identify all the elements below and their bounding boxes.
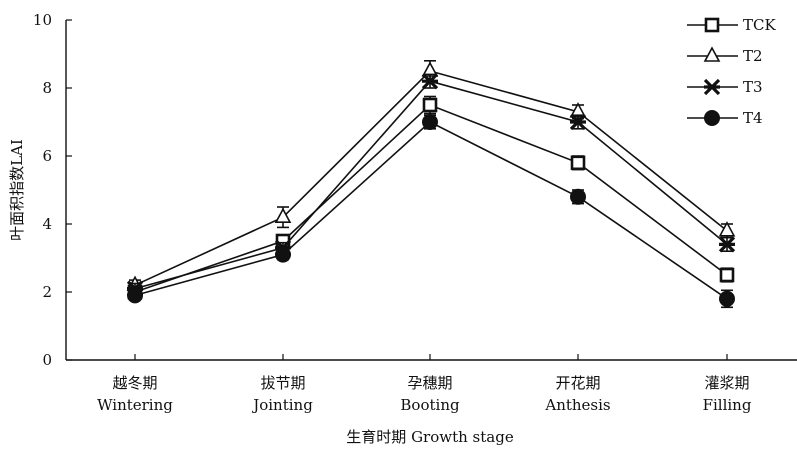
legend-label-t3: T3	[743, 78, 763, 96]
x-axis-title: 生育时期 Growth stage	[346, 428, 514, 446]
y-tick-label: 4	[42, 215, 52, 233]
data-point-tck	[422, 97, 438, 113]
legend: TCK T2 T3 T4	[687, 16, 776, 127]
data-point-t3	[718, 236, 736, 253]
data-point-t4	[570, 188, 586, 205]
x-tick-label-en: Anthesis	[544, 396, 610, 414]
series-line-t4	[134, 121, 728, 300]
legend-item-t3: T3	[687, 78, 763, 96]
series-line-t3	[134, 80, 728, 290]
legend-marker-t2	[703, 46, 721, 62]
legend-marker-t3	[703, 78, 721, 96]
y-tick-label: 0	[42, 351, 52, 369]
data-point-t4	[719, 290, 735, 307]
x-tick-label-en: Wintering	[97, 396, 173, 414]
legend-label-tck: TCK	[743, 16, 776, 34]
y-tick-label: 6	[42, 147, 52, 165]
data-point-t4	[422, 114, 438, 130]
data-point-t2	[718, 221, 736, 237]
data-point-tck	[719, 267, 735, 283]
x-tick-label-zh: 拔节期	[260, 374, 305, 392]
data-point-tck	[570, 155, 586, 171]
x-tick-label-zh: 越冬期	[112, 374, 157, 392]
series-t2	[126, 59, 736, 292]
x-tick-label-zh: 孕穗期	[407, 374, 452, 392]
legend-item-tck: TCK	[687, 16, 776, 34]
series-t4	[127, 114, 735, 309]
data-point-t4	[127, 287, 143, 304]
x-tick-label-zh: 灌浆期	[704, 374, 749, 392]
x-tick-label-en: Booting	[400, 396, 460, 414]
data-point-t3	[569, 113, 587, 131]
x-tick-label-en: Jointing	[251, 396, 313, 414]
x-tick-label-en: Filling	[703, 396, 752, 414]
data-point-t3	[421, 73, 439, 90]
legend-item-t4: T4	[687, 109, 763, 127]
data-point-t2	[274, 207, 292, 223]
series-layer	[126, 59, 736, 309]
data-point-t4	[275, 246, 291, 263]
axes: 0 2 4 6 8 10 越冬期 Wintering 拔节期 Jointing 孕穗期 Booting…	[33, 11, 797, 414]
legend-marker-tck	[704, 17, 720, 33]
y-tick-label: 10	[33, 11, 52, 29]
legend-item-t2: T2	[687, 46, 763, 65]
x-tick-label-zh: 开花期	[555, 374, 600, 392]
legend-label-t2: T2	[743, 47, 763, 65]
y-axis-title: 叶面积指数LAI	[8, 139, 26, 241]
y-tick-label: 8	[42, 79, 52, 97]
y-tick-label: 2	[42, 283, 52, 301]
legend-marker-t4	[704, 110, 720, 126]
legend-label-t4: T4	[743, 109, 763, 127]
